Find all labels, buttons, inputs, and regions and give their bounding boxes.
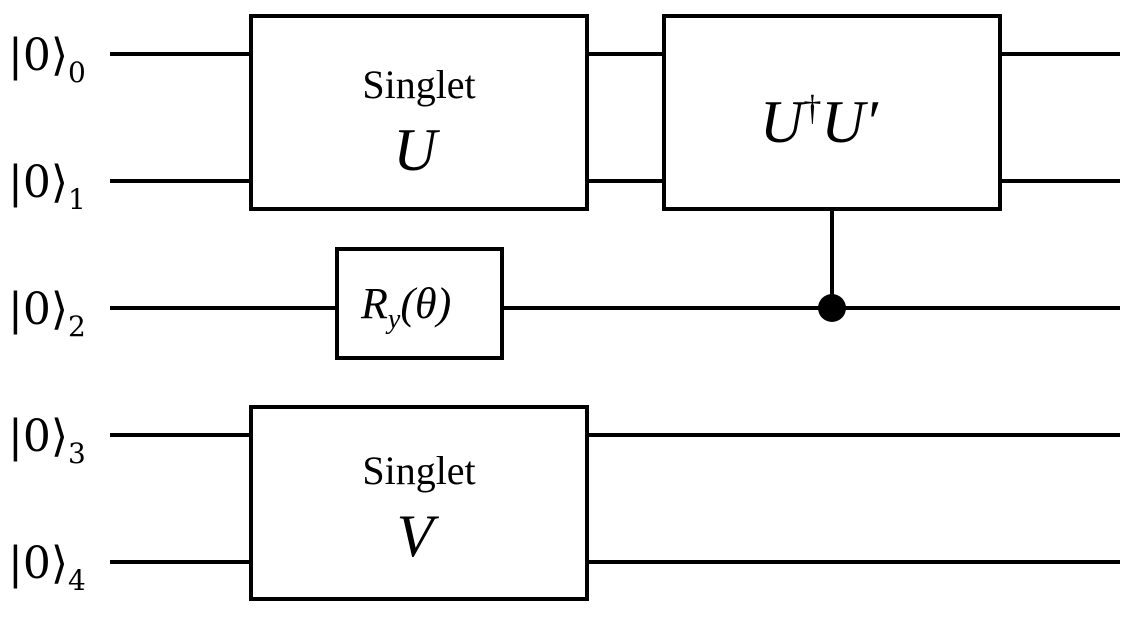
ry-gate: Ry(θ) bbox=[335, 247, 504, 360]
qubit-index-2: 2 bbox=[68, 310, 86, 343]
qubit-ket-3: |0⟩ bbox=[8, 411, 68, 462]
qubit-index-1: 1 bbox=[68, 183, 86, 216]
singlet-v-symbol: V bbox=[397, 503, 440, 569]
qubit-index-0: 0 bbox=[68, 56, 86, 89]
qubit-ket-1: |0⟩ bbox=[8, 157, 68, 208]
qubit-label-0: |0⟩ 0 bbox=[8, 30, 86, 89]
qubit-index-4: 4 bbox=[68, 564, 86, 597]
qubit-ket-4: |0⟩ bbox=[8, 538, 68, 589]
ry-base: R bbox=[360, 279, 388, 328]
ry-argument: (θ) bbox=[400, 279, 451, 328]
controlled-u-base: U bbox=[760, 89, 807, 155]
singlet-u-symbol: U bbox=[393, 117, 440, 183]
controlled-u-dagger: † bbox=[803, 88, 821, 128]
ry-label: Ry(θ) bbox=[360, 279, 451, 335]
qubit-index-3: 3 bbox=[68, 437, 86, 470]
controlled-u-gate: U†U′ bbox=[662, 14, 1002, 211]
singlet-v-gate: Singlet V bbox=[249, 405, 589, 601]
qubit-ket-0: |0⟩ bbox=[8, 30, 68, 81]
singlet-u-gate: Singlet U bbox=[249, 14, 589, 211]
qubit-label-2: |0⟩ 2 bbox=[8, 284, 86, 343]
qubit-label-1: |0⟩ 1 bbox=[8, 157, 86, 216]
singlet-u-caption: Singlet bbox=[362, 62, 475, 107]
qubit-label-3: |0⟩ 3 bbox=[8, 411, 86, 470]
qubit-ket-2: |0⟩ bbox=[8, 284, 68, 335]
control-dot bbox=[818, 294, 846, 322]
singlet-v-caption: Singlet bbox=[362, 448, 475, 493]
ry-subscript: y bbox=[385, 304, 401, 335]
controlled-u-second: U′ bbox=[821, 89, 878, 155]
controlled-u-symbol: U†U′ bbox=[760, 88, 879, 155]
qubit-label-4: |0⟩ 4 bbox=[8, 538, 86, 597]
